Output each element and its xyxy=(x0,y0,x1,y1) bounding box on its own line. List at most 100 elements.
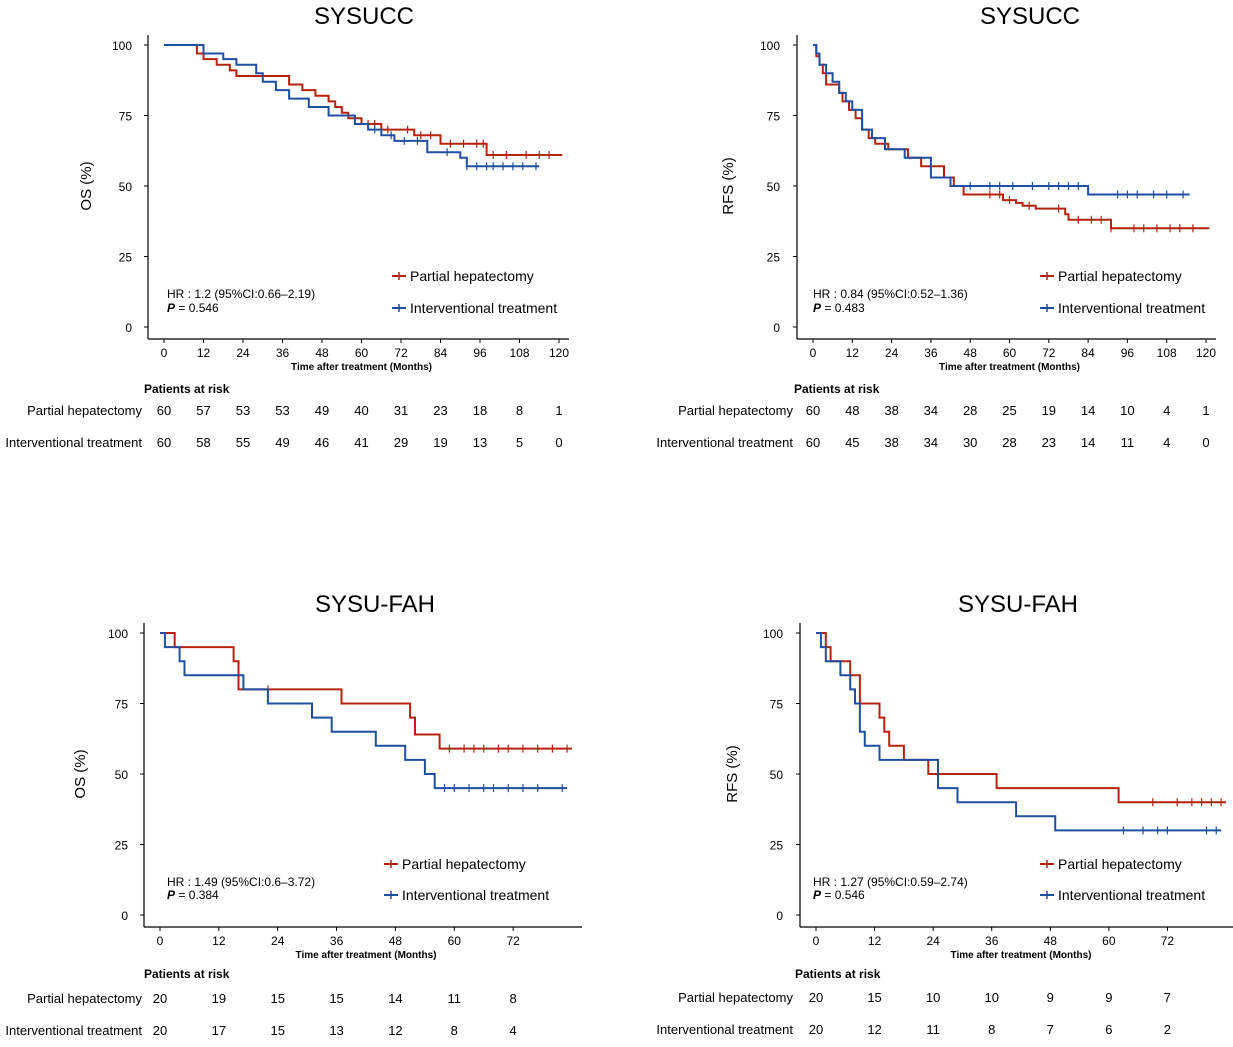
y-axis-label: RFS (%) xyxy=(720,157,737,215)
x-tick-label: 60 xyxy=(448,934,462,948)
x-tick-label: 36 xyxy=(924,346,938,360)
x-tick-label: 0 xyxy=(161,346,168,360)
risk-count: 10 xyxy=(1120,403,1134,418)
risk-count: 60 xyxy=(806,435,820,450)
risk-count: 29 xyxy=(394,435,408,450)
p-value-text: P = 0.384 xyxy=(167,888,219,902)
x-tick-label: 24 xyxy=(926,934,940,948)
risk-count: 49 xyxy=(275,435,289,450)
risk-count: 10 xyxy=(926,990,940,1005)
x-tick-label: 48 xyxy=(315,346,329,360)
legend-label: Interventional treatment xyxy=(1058,887,1205,903)
y-tick-label: 50 xyxy=(770,768,784,782)
risk-count: 23 xyxy=(1042,435,1056,450)
risk-row-label: Interventional treatment xyxy=(5,435,142,450)
y-axis-label: RFS (%) xyxy=(724,745,741,803)
p-value-text: P = 0.483 xyxy=(813,301,865,315)
risk-count: 7 xyxy=(1047,1022,1054,1037)
x-axis-label: Time after treatment (Months) xyxy=(296,950,437,961)
risk-count: 40 xyxy=(354,403,368,418)
risk-count: 28 xyxy=(963,403,977,418)
risk-count: 18 xyxy=(473,403,487,418)
legend-label: Interventional treatment xyxy=(410,300,557,316)
x-axis-label: Time after treatment (Months) xyxy=(939,362,1080,373)
risk-count: 9 xyxy=(1047,990,1054,1005)
risk-count: 11 xyxy=(1121,435,1135,450)
risk-count: 20 xyxy=(809,990,823,1005)
risk-count: 4 xyxy=(1163,403,1170,418)
series-line-partial-hepatectomy xyxy=(164,44,563,156)
risk-count: 11 xyxy=(448,991,462,1006)
risk-table-header: Patients at risk xyxy=(794,382,880,396)
p-value-text: P = 0.546 xyxy=(167,301,219,315)
p-value-text: P = 0.546 xyxy=(813,888,865,902)
x-axis-label: Time after treatment (Months) xyxy=(951,950,1092,961)
y-tick-label: 50 xyxy=(119,180,133,194)
x-tick-label: 60 xyxy=(1003,346,1017,360)
risk-count: 58 xyxy=(196,435,210,450)
risk-count: 17 xyxy=(212,1023,226,1038)
risk-count: 1 xyxy=(555,403,562,418)
x-tick-label: 12 xyxy=(846,346,860,360)
x-tick-label: 72 xyxy=(506,934,520,948)
risk-count: 0 xyxy=(1202,435,1209,450)
series-line-partial-hepatectomy xyxy=(160,632,572,750)
risk-count: 12 xyxy=(388,1023,402,1038)
risk-count: 25 xyxy=(1002,403,1016,418)
y-tick-label: 25 xyxy=(767,251,781,265)
y-tick-label: 100 xyxy=(760,39,780,53)
risk-count: 8 xyxy=(988,1022,995,1037)
x-tick-label: 24 xyxy=(236,346,250,360)
risk-count: 9 xyxy=(1105,990,1112,1005)
y-tick-label: 75 xyxy=(119,110,133,124)
risk-count: 34 xyxy=(924,403,938,418)
risk-count: 4 xyxy=(510,1023,517,1038)
legend-label: Interventional treatment xyxy=(1058,300,1205,316)
y-tick-label: 100 xyxy=(108,627,128,641)
risk-count: 57 xyxy=(196,403,210,418)
y-tick-label: 25 xyxy=(115,839,129,853)
legend-label: Partial hepatectomy xyxy=(1058,268,1182,284)
hazard-ratio-text: HR : 1.2 (95%CI:0.66–2.19) xyxy=(167,287,315,301)
y-tick-label: 25 xyxy=(119,251,133,265)
risk-count: 53 xyxy=(275,403,289,418)
risk-count: 48 xyxy=(845,403,859,418)
risk-count: 38 xyxy=(884,435,898,450)
risk-count: 46 xyxy=(315,435,329,450)
y-tick-label: 0 xyxy=(125,321,132,335)
y-tick-label: 75 xyxy=(115,698,129,712)
risk-table-header: Patients at risk xyxy=(144,967,230,981)
x-tick-label: 96 xyxy=(473,346,487,360)
x-tick-label: 0 xyxy=(157,934,164,948)
risk-row-label: Partial hepatectomy xyxy=(27,403,142,418)
risk-count: 41 xyxy=(354,435,368,450)
x-tick-label: 120 xyxy=(549,346,569,360)
legend-label: Interventional treatment xyxy=(402,887,549,903)
x-tick-label: 12 xyxy=(197,346,211,360)
x-tick-label: 12 xyxy=(212,934,226,948)
risk-count: 60 xyxy=(806,403,820,418)
risk-count: 23 xyxy=(433,403,447,418)
risk-count: 13 xyxy=(473,435,487,450)
y-tick-label: 0 xyxy=(121,909,128,923)
x-tick-label: 84 xyxy=(434,346,448,360)
risk-count: 6 xyxy=(1105,1022,1112,1037)
x-axis-label: Time after treatment (Months) xyxy=(291,362,432,373)
x-tick-label: 108 xyxy=(509,346,529,360)
y-tick-label: 100 xyxy=(763,627,783,641)
x-tick-label: 60 xyxy=(355,346,369,360)
risk-row-label: Interventional treatment xyxy=(5,1023,142,1038)
x-tick-label: 72 xyxy=(1042,346,1056,360)
x-tick-label: 60 xyxy=(1102,934,1116,948)
x-tick-label: 96 xyxy=(1121,346,1135,360)
y-tick-label: 50 xyxy=(115,768,129,782)
risk-count: 55 xyxy=(236,435,250,450)
risk-count: 8 xyxy=(510,991,517,1006)
risk-count: 49 xyxy=(315,403,329,418)
risk-count: 14 xyxy=(1081,403,1095,418)
risk-row-label: Partial hepatectomy xyxy=(678,403,793,418)
risk-count: 8 xyxy=(451,1023,458,1038)
